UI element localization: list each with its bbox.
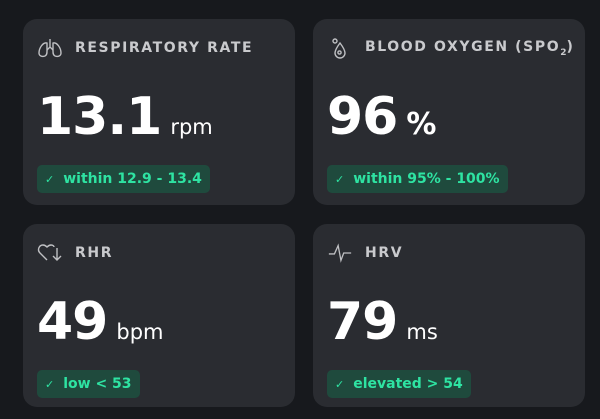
respiratory-rate-card[interactable]: RESPIRATORY RATE 13.1 rpm ✓ within 12.9 - …	[23, 19, 295, 205]
card-title: HRV	[365, 245, 404, 261]
status-badge: ✓ elevated > 54	[327, 370, 471, 398]
heart-down-icon	[37, 242, 63, 264]
card-title: RESPIRATORY RATE	[75, 40, 254, 56]
metric-value: 96	[327, 87, 398, 147]
card-title: RHR	[75, 245, 114, 261]
check-icon: ✓	[45, 377, 55, 391]
metric-unit: bpm	[116, 320, 164, 344]
metric-unit: %	[406, 107, 437, 142]
status-badge: ✓ within 12.9 - 13.4	[37, 165, 210, 193]
hrv-card[interactable]: HRV 79 ms ✓ elevated > 54	[313, 224, 585, 407]
pulse-icon	[327, 242, 353, 264]
metric-unit: ms	[406, 320, 438, 344]
status-badge: ✓ within 95% - 100%	[327, 165, 508, 193]
droplet-icon	[327, 37, 353, 59]
status-badge: ✓ low < 53	[37, 370, 140, 398]
status-text: within 95% - 100%	[353, 171, 500, 187]
metric-value: 13.1	[37, 87, 162, 147]
metric-value: 49	[37, 292, 108, 352]
lungs-icon	[37, 37, 63, 59]
rhr-card[interactable]: RHR 49 bpm ✓ low < 53	[23, 224, 295, 407]
check-icon: ✓	[45, 172, 55, 186]
blood-oxygen-card[interactable]: BLOOD OXYGEN (SPO2) 96% ✓ within 95% - 10…	[313, 19, 585, 205]
status-text: elevated > 54	[353, 376, 463, 392]
status-text: low < 53	[63, 376, 132, 392]
card-title: BLOOD OXYGEN (SPO2)	[365, 38, 575, 58]
metric-value: 79	[327, 292, 398, 352]
check-icon: ✓	[335, 377, 345, 391]
check-icon: ✓	[335, 172, 345, 186]
status-text: within 12.9 - 13.4	[63, 171, 202, 187]
metric-unit: rpm	[170, 115, 213, 139]
